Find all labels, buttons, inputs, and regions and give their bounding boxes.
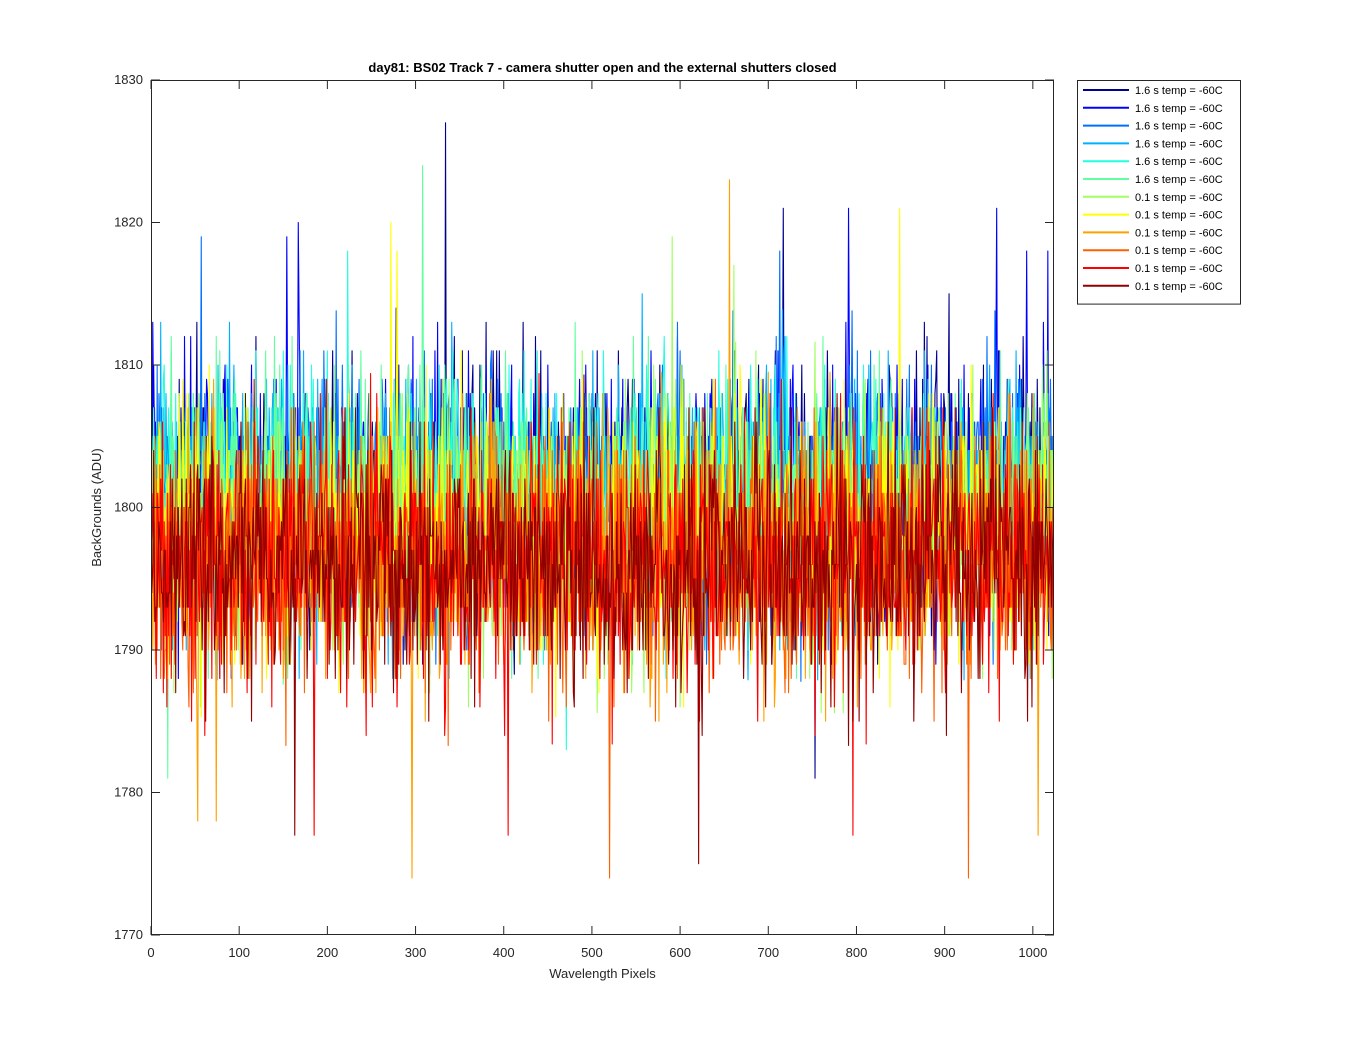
x-tick-label: 1000 <box>1018 945 1047 960</box>
y-tick-label: 1790 <box>114 642 143 657</box>
x-tick-label: 800 <box>846 945 868 960</box>
legend-entry-8: 0.1 s temp = -60C <box>1135 210 1223 222</box>
legend-entry-3: 1.6 s temp = -60C <box>1135 121 1223 133</box>
x-tick-label: 200 <box>317 945 339 960</box>
legend: 1.6 s temp = -60C 1.6 s temp = -60C 1.6 s … <box>1077 80 1241 305</box>
legend-entry-5: 1.6 s temp = -60C <box>1135 156 1223 168</box>
legend-entry-6: 1.6 s temp = -60C <box>1135 174 1223 186</box>
y-tick-label: 1810 <box>114 357 143 372</box>
series-line-10 <box>151 378 1054 879</box>
x-tick-label: 900 <box>934 945 956 960</box>
y-tick-label: 1770 <box>114 927 143 942</box>
legend-entry-4: 1.6 s temp = -60C <box>1135 138 1223 150</box>
x-tick-label: 400 <box>493 945 515 960</box>
tick-layer: 0 100 200 300 400 500 600 700 800 900 1000 1770 1780… <box>114 72 1054 960</box>
x-tick-label: 100 <box>228 945 250 960</box>
chart-title: day81: BS02 Track 7 - camera shutter ope… <box>368 60 836 75</box>
y-tick-label: 1780 <box>114 785 143 800</box>
y-tick-label: 1820 <box>114 215 143 230</box>
x-axis-label: Wavelength Pixels <box>549 966 656 981</box>
legend-box <box>1077 80 1241 305</box>
x-tick-label: 500 <box>581 945 603 960</box>
legend-entry-12: 0.1 s temp = -60C <box>1135 281 1223 293</box>
series-line-12 <box>151 374 1054 865</box>
legend-entry-9: 0.1 s temp = -60C <box>1135 227 1223 239</box>
x-tick-label: 600 <box>669 945 691 960</box>
legend-entry-11: 0.1 s temp = -60C <box>1135 263 1223 275</box>
legend-entry-10: 0.1 s temp = -60C <box>1135 245 1223 257</box>
legend-entry-1: 1.6 s temp = -60C <box>1135 85 1223 97</box>
y-axis-label: BackGrounds (ADU) <box>89 448 104 566</box>
x-tick-label: 0 <box>147 945 154 960</box>
y-tick-label: 1830 <box>114 72 143 87</box>
legend-entry-2: 1.6 s temp = -60C <box>1135 103 1223 115</box>
y-tick-label: 1800 <box>114 500 143 515</box>
series-layer <box>151 122 1054 879</box>
legend-entry-7: 0.1 s temp = -60C <box>1135 192 1223 204</box>
x-tick-label: 700 <box>757 945 779 960</box>
x-tick-label: 300 <box>405 945 427 960</box>
